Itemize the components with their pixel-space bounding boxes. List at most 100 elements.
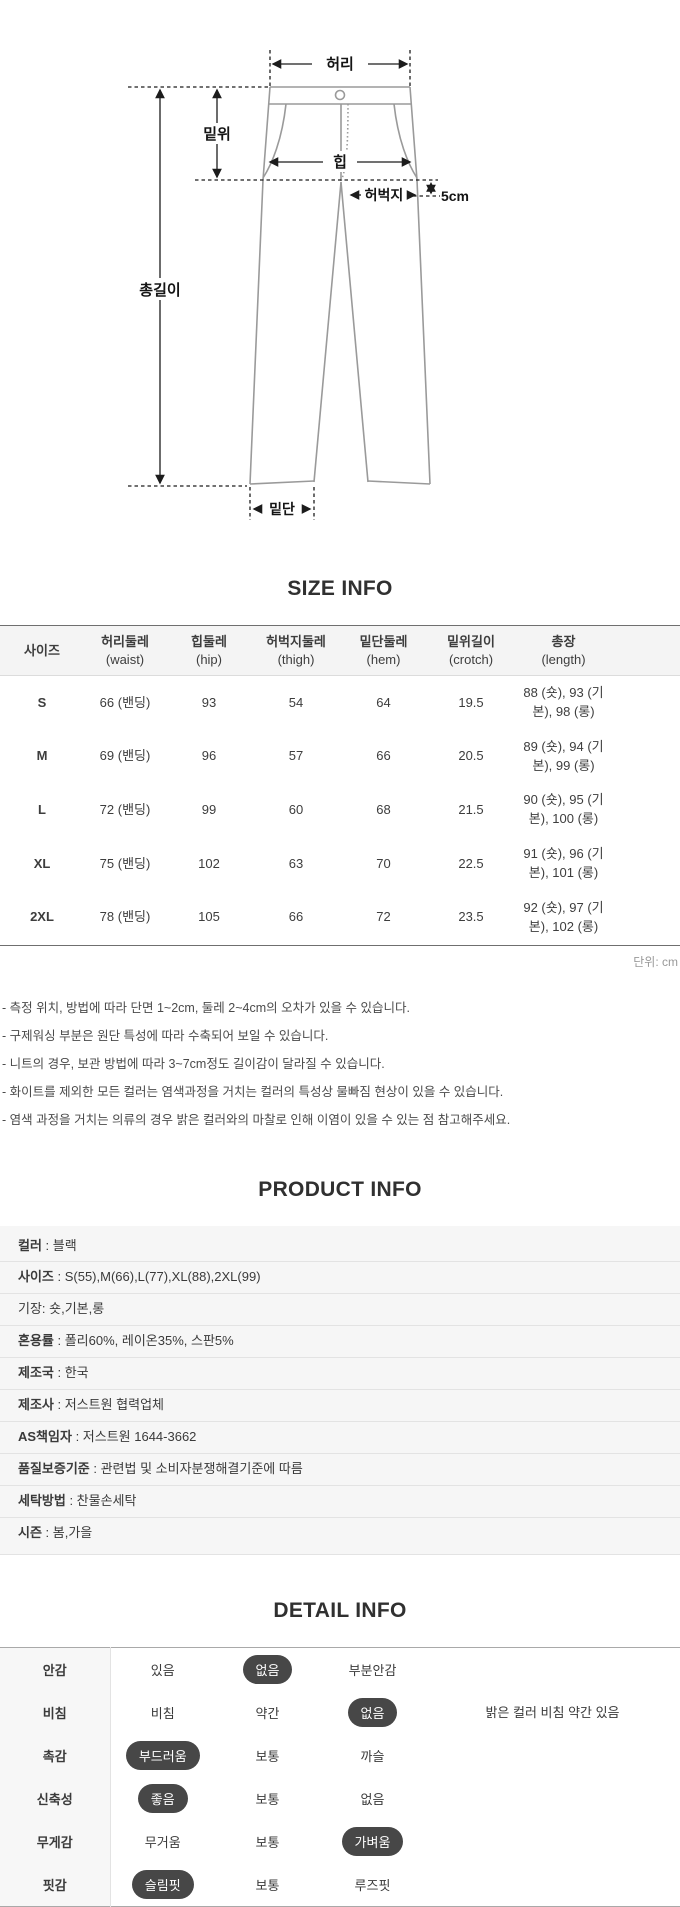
col-header-size: 사이즈 <box>0 625 84 677</box>
size-cell: L <box>38 801 46 817</box>
waist-cell: 69 (밴딩) <box>99 748 151 764</box>
note-line: - 염색 과정을 거치는 의류의 경우 밝은 컬러와의 마찰로 인해 이염이 있… <box>2 1112 511 1127</box>
note-line: - 니트의 경우, 보관 방법에 따라 3~7cm정도 길이감이 달라질 수 있… <box>2 1056 385 1071</box>
hem-cell: 68 <box>376 801 391 817</box>
detail-option: 루즈핏 <box>354 1877 391 1893</box>
waist-cell: 66 (밴딩) <box>99 694 151 710</box>
product-info-row-size: 사이즈 : S(55),M(66),L(77),XL(88),2XL(99) <box>0 1262 680 1295</box>
size-row-m: M 69 (밴딩) 96 57 66 20.5 89 (숏), 94 (기본),… <box>0 730 680 784</box>
waist-cell: 72 (밴딩) <box>99 801 151 817</box>
product-info-row-as-contact: AS책임자 : 저스트원 1644-3662 <box>0 1422 680 1455</box>
length-cell: 92 (숏), 97 (기본), 102 (롱) <box>523 899 604 934</box>
detail-option: 부분안감 <box>348 1662 397 1678</box>
size-row-l: L 72 (밴딩) 99 60 68 21.5 90 (숏), 95 (기본),… <box>0 783 680 837</box>
detail-option: 가벼움 <box>341 1826 404 1856</box>
detail-row-label: 핏감 <box>0 1862 111 1907</box>
hip-cell: 99 <box>201 801 217 817</box>
waist-cell: 75 (밴딩) <box>99 855 151 871</box>
size-cell: XL <box>33 855 51 871</box>
detail-option: 부드러움 <box>125 1740 200 1770</box>
hem-cell: 64 <box>376 694 391 710</box>
detail-row-sheerness: 비침 비침 약간 없음 밝은 컬러 비침 약간 있음 <box>0 1690 680 1734</box>
crotch-cell: 20.5 <box>458 748 484 764</box>
crotch-cell: 19.5 <box>458 694 484 710</box>
product-info-title: PRODUCT INFO <box>258 1177 422 1201</box>
hip-cell: 102 <box>198 855 220 871</box>
size-info-title: SIZE INFO <box>287 577 393 600</box>
size-cell: 2XL <box>30 909 54 925</box>
col-header-crotch: 밑위길이 (crotch) <box>427 625 515 677</box>
hip-cell: 96 <box>201 748 217 764</box>
note-line: - 구제워싱 부분은 원단 특성에 따라 수축되어 보일 수 있습니다. <box>2 1028 329 1043</box>
rise-label: 밑위 <box>203 125 231 143</box>
note-line: - 화이트를 제외한 모든 컬러는 염색과정을 거치는 컬러의 특성상 물빠짐 … <box>2 1084 504 1099</box>
detail-option: 까슬 <box>360 1748 385 1764</box>
product-info-row-length: 기장: 숏,기본,롱 <box>0 1294 680 1327</box>
size-row-xl: XL 75 (밴딩) 102 63 70 22.5 91 (숏), 96 (기본… <box>0 837 680 891</box>
size-cell: M <box>36 748 48 764</box>
size-row-s: S 66 (밴딩) 93 54 64 19.5 88 (숏), 93 (기본),… <box>0 676 680 730</box>
detail-row-label: 비침 <box>0 1690 111 1734</box>
detail-option: 슬림핏 <box>131 1869 194 1899</box>
detail-option: 보통 <box>255 1748 280 1764</box>
detail-option: 무거움 <box>144 1834 181 1850</box>
detail-row-texture: 촉감 부드러움 보통 까슬 <box>0 1733 680 1777</box>
thigh-cell: 57 <box>288 748 304 764</box>
pants-measurement-diagram: 허리 밑위 힙 허벅지 5cm 총길이 밑단 <box>0 0 680 533</box>
detail-row-label: 안감 <box>0 1647 111 1691</box>
unit-note: 단위: cm <box>633 954 678 969</box>
length-cell: 90 (숏), 95 (기본), 100 (롱) <box>523 792 604 827</box>
hip-cell: 105 <box>198 909 220 925</box>
pants-diagram-svg: 허리 밑위 힙 허벅지 5cm 총길이 밑단 <box>128 50 469 520</box>
hem-cell: 72 <box>376 909 391 925</box>
hip-label: 힙 <box>333 154 347 171</box>
col-header-thigh: 허벅지둘레 (thigh) <box>252 625 340 677</box>
length-cell: 88 (숏), 93 (기본), 98 (롱) <box>523 685 604 719</box>
measurement-labels: 허리 밑위 힙 허벅지 5cm 총길이 밑단 <box>129 53 469 517</box>
size-cell: S <box>37 694 47 710</box>
hem-cell: 70 <box>376 855 391 871</box>
detail-row-fit: 핏감 슬림핏 보통 루즈핏 <box>0 1862 680 1907</box>
total-length-label: 총길이 <box>139 282 180 299</box>
hem-cell: 66 <box>376 748 391 764</box>
detail-row-label: 무게감 <box>0 1819 111 1863</box>
product-info-row-origin: 제조국 : 한국 <box>0 1358 680 1391</box>
product-info-row-washing: 세탁방법 : 찬물손세탁 <box>0 1486 680 1518</box>
size-row-2xl: 2XL 78 (밴딩) 105 66 72 23.5 92 (숏), 97 (기… <box>0 891 680 945</box>
length-cell: 91 (숏), 96 (기본), 101 (롱) <box>523 846 604 880</box>
detail-option: 보통 <box>255 1834 280 1850</box>
hip-cell: 93 <box>201 694 217 710</box>
detail-option: 없음 <box>242 1654 293 1684</box>
hem-label: 밑단 <box>269 501 295 517</box>
pants-outline <box>249 86 431 485</box>
detail-option: 있음 <box>150 1662 175 1678</box>
product-info-row-manufacturer: 제조사 : 저스트원 협력업체 <box>0 1390 680 1423</box>
five-cm-label: 5cm <box>441 188 469 204</box>
detail-row-label: 촉감 <box>0 1733 111 1777</box>
size-table-header-row: 사이즈 허리둘레 (waist) 힙둘레 (hip) 허벅지둘레 (thigh) 밑단… <box>0 625 680 677</box>
detail-option: 약간 <box>255 1705 280 1721</box>
detail-option: 좋음 <box>137 1783 188 1813</box>
detail-info-table: 안감 있음 없음 부분안감 비침 비침 약간 없음 밝은 컬러 비침 약간 있음… <box>0 1646 680 1907</box>
product-info-row-season: 시즌 : 봄,가을 <box>0 1518 680 1555</box>
product-info-row-color: 컬러 : 블랙 <box>0 1226 680 1263</box>
detail-option: 보통 <box>255 1791 280 1807</box>
detail-row-label: 신축성 <box>0 1776 111 1820</box>
thigh-cell: 60 <box>288 801 304 817</box>
size-info-table: 사이즈 허리둘레 (waist) 힙둘레 (hip) 허벅지둘레 (thigh) 밑단… <box>0 625 680 946</box>
crotch-cell: 22.5 <box>458 855 484 871</box>
detail-row-lining: 안감 있음 없음 부분안감 <box>0 1647 680 1691</box>
detail-info-title: DETAIL INFO <box>273 1598 407 1622</box>
col-header-hip: 힙둘레 (hip) <box>166 625 252 677</box>
crotch-cell: 21.5 <box>458 801 484 817</box>
thigh-cell: 66 <box>288 909 304 925</box>
detail-option: 밝은 컬러 비침 약간 있음 <box>485 1704 620 1720</box>
detail-option: 비침 <box>150 1705 175 1721</box>
col-header-waist: 허리둘레 (waist) <box>84 625 166 677</box>
crotch-cell: 23.5 <box>458 909 484 925</box>
detail-row-stretch: 신축성 좋음 보통 없음 <box>0 1776 680 1820</box>
left-pocket <box>262 103 287 179</box>
detail-row-weight: 무게감 무거움 보통 가벼움 <box>0 1819 680 1863</box>
detail-option: 없음 <box>360 1791 385 1807</box>
product-info-row-warranty: 품질보증기준 : 관련법 및 소비자분쟁해결기준에 따름 <box>0 1454 680 1487</box>
